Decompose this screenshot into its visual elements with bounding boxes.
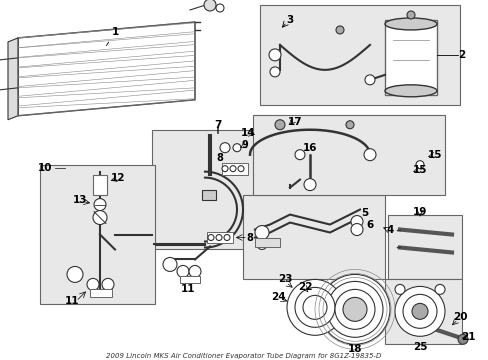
Circle shape: [87, 278, 99, 291]
Circle shape: [334, 289, 374, 329]
Circle shape: [303, 296, 326, 319]
Circle shape: [177, 265, 189, 278]
Text: 8: 8: [246, 233, 253, 243]
Circle shape: [394, 284, 404, 294]
Text: 11: 11: [64, 296, 79, 306]
Circle shape: [350, 216, 362, 228]
Circle shape: [286, 279, 342, 335]
Circle shape: [326, 282, 382, 337]
Bar: [254, 238, 280, 247]
Circle shape: [364, 75, 374, 85]
Text: 12: 12: [110, 173, 125, 183]
Text: 2: 2: [457, 50, 465, 60]
Bar: [222, 163, 247, 175]
Polygon shape: [8, 38, 18, 120]
Bar: [387, 215, 461, 279]
Text: 11: 11: [181, 284, 195, 294]
Text: 5: 5: [361, 208, 368, 217]
Circle shape: [350, 224, 362, 235]
Circle shape: [224, 234, 229, 240]
Circle shape: [294, 150, 305, 160]
Text: 13: 13: [73, 195, 87, 204]
Circle shape: [232, 144, 241, 152]
Text: 25: 25: [412, 342, 427, 352]
Circle shape: [294, 287, 334, 327]
Bar: [180, 276, 200, 283]
Circle shape: [254, 225, 268, 239]
Bar: [90, 289, 112, 297]
Text: 23: 23: [277, 274, 292, 284]
Text: 9: 9: [241, 140, 248, 150]
Polygon shape: [18, 22, 195, 116]
Circle shape: [220, 143, 229, 153]
Bar: [384, 279, 461, 344]
Circle shape: [163, 257, 177, 271]
Circle shape: [216, 4, 224, 12]
Text: 15: 15: [412, 165, 427, 175]
Text: 3: 3: [286, 15, 293, 25]
Ellipse shape: [384, 85, 436, 97]
Text: 17: 17: [287, 117, 302, 127]
Bar: [260, 5, 459, 105]
Bar: [40, 165, 155, 304]
Circle shape: [319, 274, 389, 344]
Text: 1: 1: [106, 27, 119, 46]
Text: 24: 24: [270, 292, 285, 302]
Circle shape: [411, 303, 427, 319]
Text: 4: 4: [386, 225, 393, 234]
Circle shape: [189, 265, 201, 278]
Circle shape: [67, 266, 83, 282]
Circle shape: [434, 284, 444, 294]
Bar: [93, 175, 107, 195]
Circle shape: [207, 234, 214, 240]
Text: 2009 Lincoln MKS Air Conditioner Evaporator Tube Diagram for 8G1Z-19835-D: 2009 Lincoln MKS Air Conditioner Evapora…: [106, 353, 381, 359]
Circle shape: [93, 211, 107, 225]
Circle shape: [335, 26, 343, 34]
Bar: [152, 130, 264, 249]
Circle shape: [342, 297, 366, 321]
Circle shape: [406, 11, 414, 19]
Text: 15: 15: [427, 150, 441, 160]
Text: 14: 14: [240, 128, 255, 138]
Circle shape: [402, 294, 436, 328]
Text: 8: 8: [216, 153, 223, 163]
Text: 20: 20: [452, 312, 467, 322]
Circle shape: [257, 239, 266, 249]
Circle shape: [269, 67, 280, 77]
Bar: [252, 115, 444, 195]
Circle shape: [363, 149, 375, 161]
Text: 22: 22: [297, 282, 312, 292]
Circle shape: [304, 179, 315, 190]
Ellipse shape: [384, 18, 436, 30]
Circle shape: [222, 166, 227, 172]
Bar: [243, 195, 384, 279]
Text: 6: 6: [366, 220, 373, 230]
Bar: [206, 231, 232, 243]
Circle shape: [203, 0, 216, 11]
Circle shape: [102, 278, 114, 291]
Text: 16: 16: [302, 143, 317, 153]
Text: 10: 10: [38, 163, 52, 173]
Text: 19: 19: [412, 207, 427, 217]
Circle shape: [457, 334, 467, 344]
Circle shape: [394, 287, 444, 336]
Circle shape: [346, 121, 353, 129]
Text: 21: 21: [460, 332, 474, 342]
Text: 7: 7: [214, 120, 221, 130]
Circle shape: [415, 161, 423, 168]
Circle shape: [216, 234, 222, 240]
Circle shape: [229, 166, 236, 172]
Bar: [384, 20, 436, 95]
Bar: [202, 190, 216, 199]
Text: 18: 18: [347, 344, 362, 354]
Circle shape: [274, 120, 285, 130]
Circle shape: [268, 49, 281, 61]
Circle shape: [238, 166, 244, 172]
Circle shape: [94, 199, 106, 211]
